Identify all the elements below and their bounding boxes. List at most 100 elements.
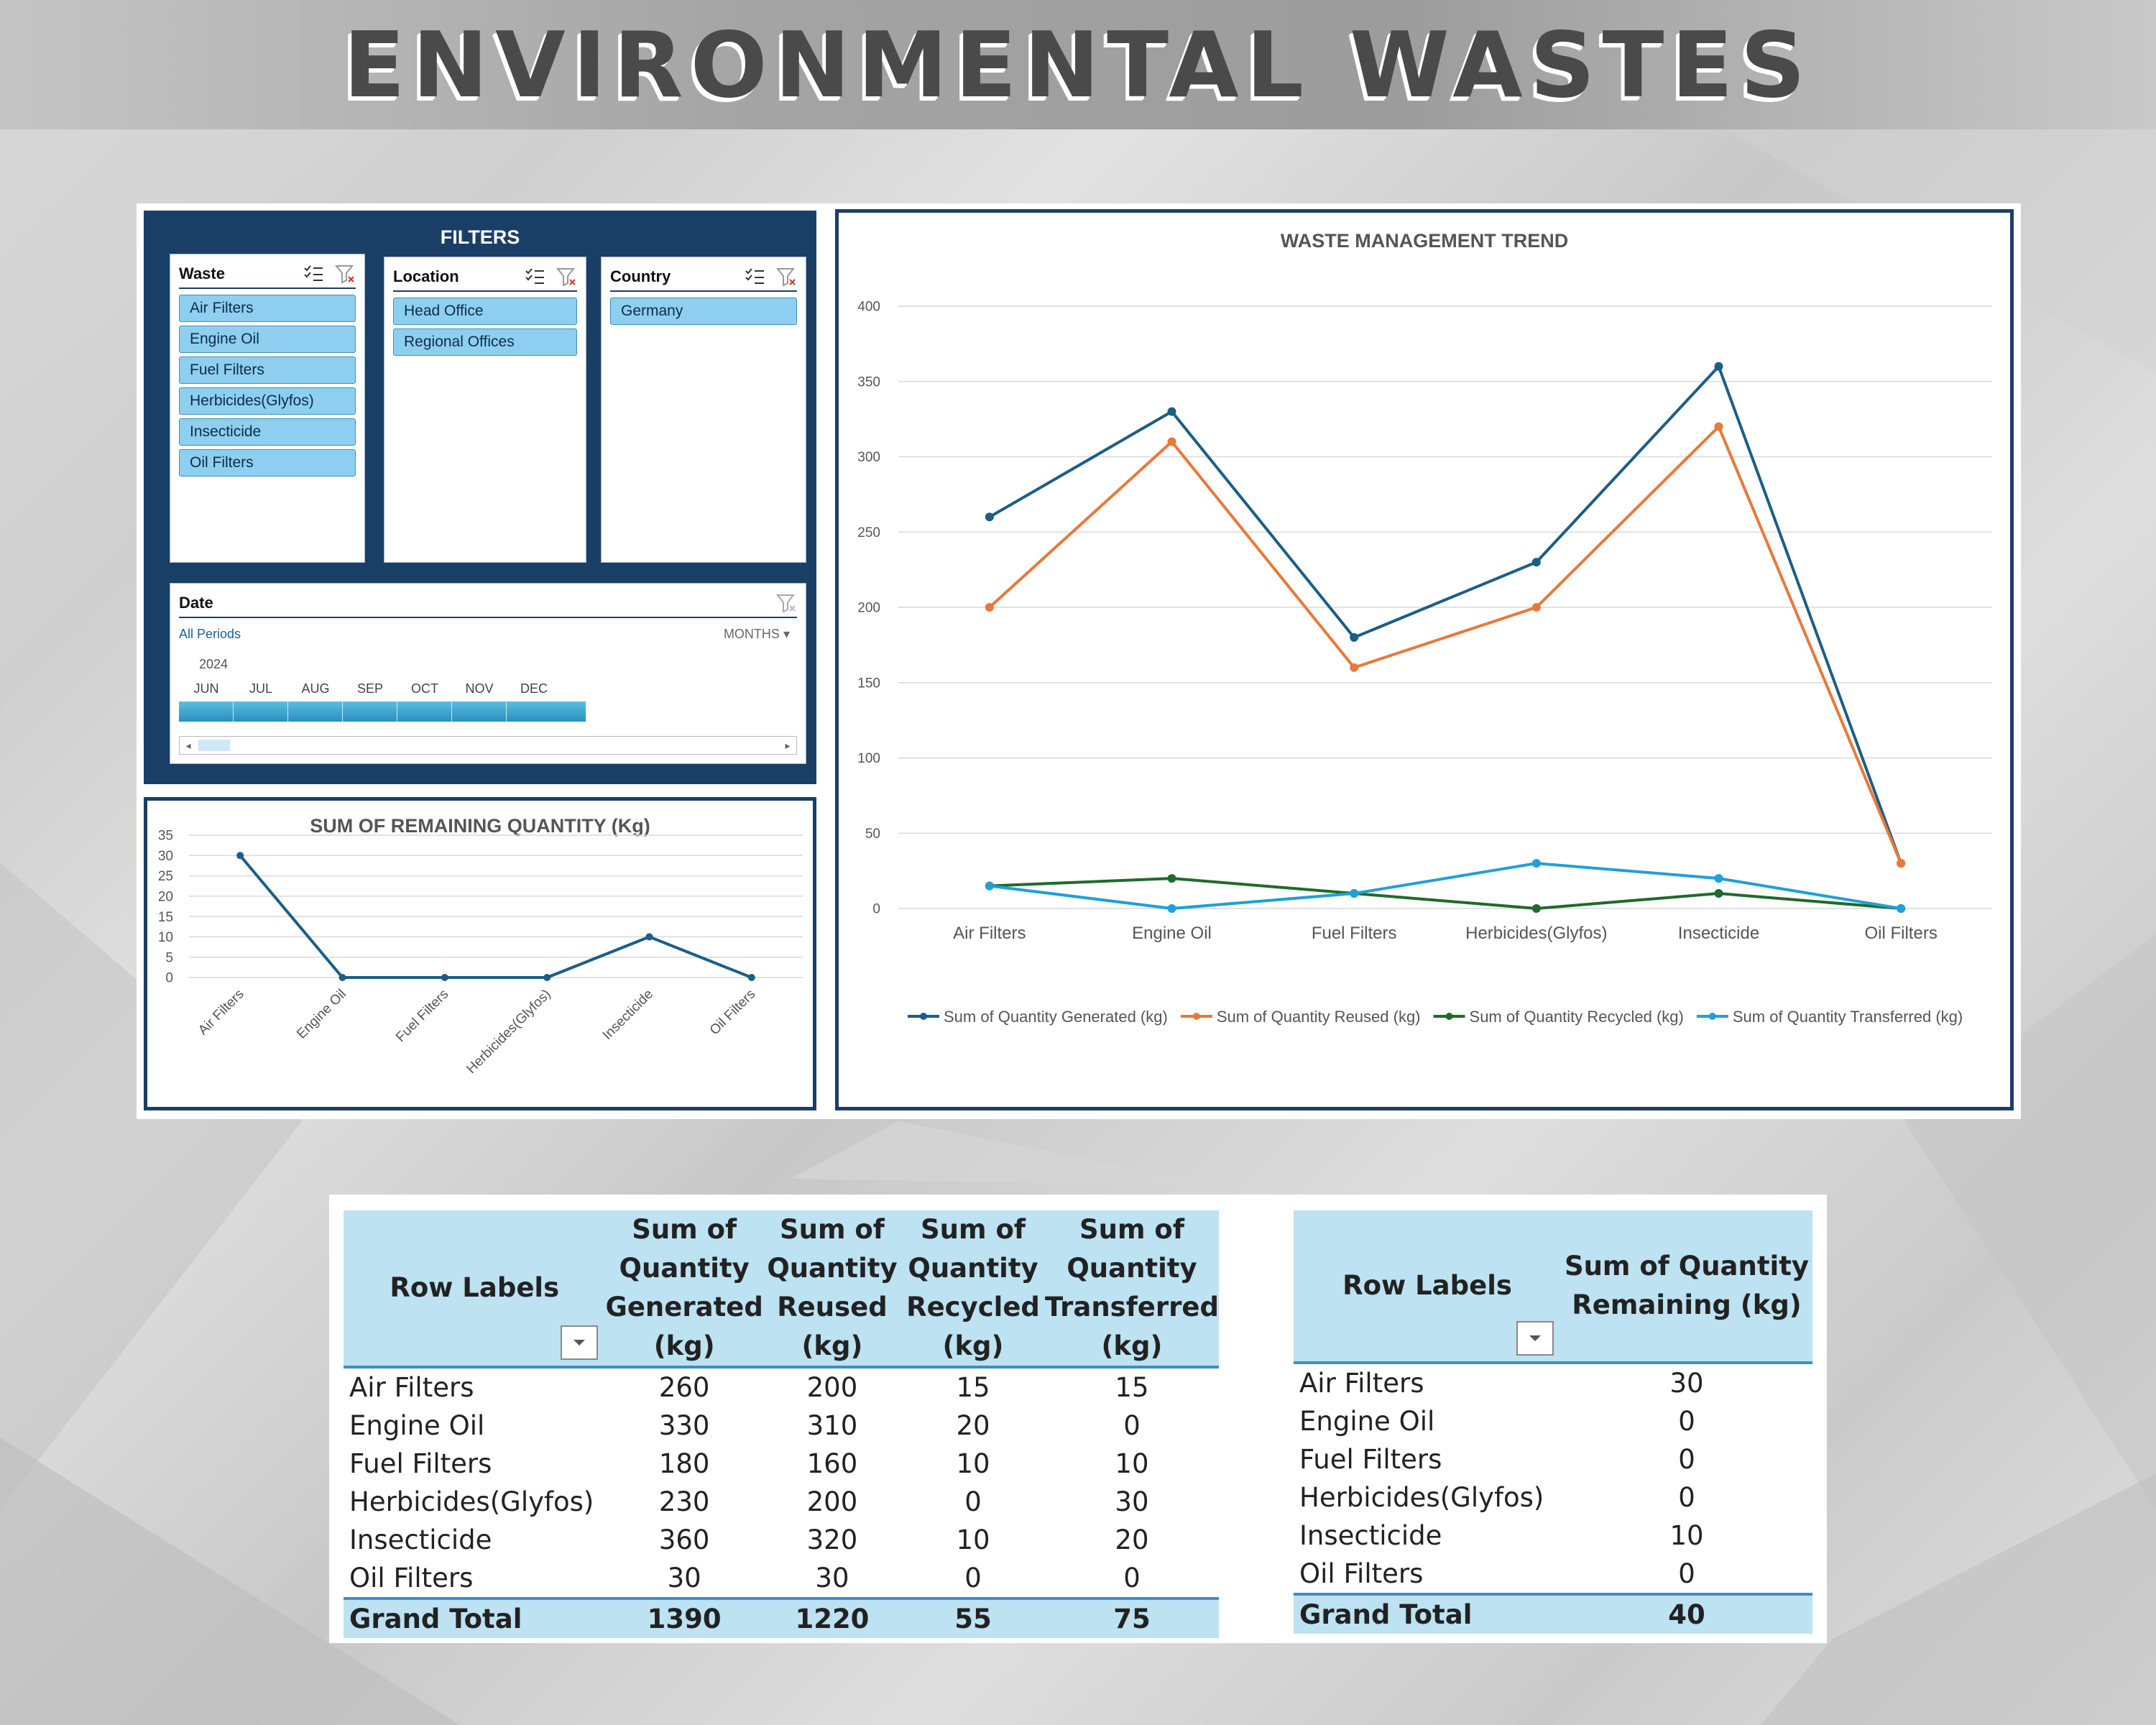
waste-item-insecticide[interactable]: Insecticide: [179, 418, 356, 446]
column-header: Sum of Quantity Remaining (kg): [1561, 1210, 1812, 1364]
y-tick-label: 25: [158, 869, 173, 884]
value-cell: 30: [1115, 1486, 1149, 1517]
table-row[interactable]: Insecticide 360 320 10 20: [344, 1521, 1219, 1559]
value-cell: 330: [658, 1410, 710, 1441]
x-tick-label: Insecticide: [1678, 924, 1759, 943]
multi-select-icon[interactable]: [524, 266, 545, 288]
waste-item-engine-oil[interactable]: Engine Oil: [179, 326, 356, 353]
row-labels-header: Row Labels: [1294, 1210, 1561, 1364]
y-tick-label: 15: [158, 910, 173, 925]
series-line: [989, 877, 1902, 911]
y-tick-label: 250: [857, 525, 880, 540]
table-row[interactable]: Oil Filters 30 30 0 0: [344, 1559, 1219, 1598]
y-tick-label: 0: [165, 971, 173, 986]
row-label: Herbicides(Glyfos): [1299, 1482, 1544, 1513]
value-cell: 230: [658, 1486, 710, 1517]
data-point: [1167, 407, 1176, 416]
waste-item-air-filters[interactable]: Air Filters: [179, 295, 356, 322]
table-row[interactable]: Insecticide 10: [1294, 1517, 1812, 1555]
data-point: [1714, 889, 1723, 898]
multi-select-icon[interactable]: [744, 266, 765, 288]
column-header-line: (kg): [653, 1330, 715, 1361]
table-row[interactable]: Air Filters 30: [1294, 1363, 1812, 1402]
table-row[interactable]: Engine Oil 330 310 20 0: [344, 1407, 1219, 1445]
location-item-regional-offices[interactable]: Regional Offices: [393, 328, 577, 356]
value-cell: 15: [956, 1372, 990, 1403]
y-tick-label: 35: [158, 829, 173, 844]
location-slicer-title: Location: [393, 267, 459, 285]
column-header-line: Transferred: [1044, 1292, 1219, 1322]
y-tick-label: 0: [872, 902, 880, 917]
waste-item-oil-filters[interactable]: Oil Filters: [179, 449, 356, 477]
y-tick-label: 200: [857, 601, 880, 616]
value-cell: 0: [1678, 1482, 1695, 1513]
filters-title: FILTERS: [440, 226, 520, 248]
timeline-level-dropdown[interactable]: MONTHS ▾: [724, 627, 790, 642]
location-item-head-office[interactable]: Head Office: [393, 298, 577, 325]
legend-label: Sum of Quantity Transferred (kg): [1733, 1008, 1963, 1026]
x-tick-label: Oil Filters: [1864, 924, 1937, 943]
value-cell: 0: [1678, 1406, 1695, 1437]
timeline-month[interactable]: JUN: [193, 681, 219, 696]
data-point: [985, 512, 994, 522]
data-point: [543, 974, 551, 981]
clear-filter-icon[interactable]: [556, 266, 577, 288]
waste-item-herbicides[interactable]: Herbicides(Glyfos): [179, 387, 356, 415]
x-tick-label: Fuel Filters: [393, 987, 451, 1045]
table-row[interactable]: Fuel Filters 0: [1294, 1440, 1812, 1478]
table-row[interactable]: Fuel Filters 180 160 10 10: [344, 1445, 1219, 1483]
scroll-thumb[interactable]: [198, 740, 230, 751]
data-point: [1531, 603, 1541, 612]
scroll-left-icon[interactable]: ◂: [185, 740, 191, 751]
clear-filter-icon[interactable]: [775, 592, 797, 614]
scroll-right-icon[interactable]: ▸: [785, 740, 791, 751]
row-labels-filter-button[interactable]: [561, 1325, 599, 1360]
clear-filter-icon[interactable]: [334, 263, 356, 285]
legend-swatch-dot: [920, 1013, 927, 1020]
country-slicer: Country Germany: [601, 257, 806, 563]
multi-select-icon[interactable]: [303, 263, 324, 285]
timeline-selection-bar[interactable]: [179, 702, 586, 722]
data-point: [747, 974, 755, 981]
country-item-germany[interactable]: Germany: [610, 298, 797, 325]
table-row[interactable]: Herbicides(Glyfos) 230 200 0 30: [344, 1483, 1219, 1521]
x-tick-label: Engine Oil: [294, 987, 349, 1042]
table-row[interactable]: Herbicides(Glyfos) 0: [1294, 1478, 1812, 1517]
timeline-month[interactable]: OCT: [411, 681, 438, 696]
timeline-month[interactable]: DEC: [520, 681, 548, 696]
legend-swatch-dot: [1708, 1013, 1716, 1020]
y-tick-label: 20: [158, 890, 173, 905]
chevron-down-icon: ▾: [783, 627, 790, 641]
value-cell: 180: [658, 1448, 710, 1479]
timeline-months: JUN JUL AUG SEP OCT NOV DEC: [179, 681, 561, 696]
x-tick-label: Fuel Filters: [1312, 924, 1397, 943]
value-cell: 160: [806, 1448, 858, 1479]
column-header-line: Sum of: [779, 1214, 885, 1245]
timeline-month[interactable]: JUL: [249, 681, 272, 696]
grand-total-label: Grand Total: [344, 1597, 606, 1638]
value-cell: 360: [658, 1524, 710, 1555]
value-cell: 10: [1669, 1520, 1704, 1551]
filters-panel: FILTERS Waste Air Filters Engine Oil Fue…: [144, 211, 816, 784]
grand-total-row: Grand Total 1390 1220 55 75: [344, 1597, 1219, 1638]
timeline-month[interactable]: SEP: [356, 681, 384, 696]
waste-item-fuel-filters[interactable]: Fuel Filters: [179, 356, 356, 384]
column-header: Sum of Quantity Reused (kg): [763, 1210, 902, 1368]
row-labels-header: Row Labels: [344, 1210, 606, 1368]
waste-slicer: Waste Air Filters Engine Oil Fuel Filter…: [170, 254, 365, 563]
timeline-month[interactable]: AUG: [301, 681, 330, 696]
table-row[interactable]: Oil Filters 0: [1294, 1555, 1812, 1594]
timeline-year: 2024: [199, 657, 229, 671]
pivot-tables-panel: Row Labels Sum of Quantity Generated (kg) Sum…: [329, 1195, 1827, 1643]
row-labels-filter-button[interactable]: [1516, 1321, 1554, 1356]
value-cell: 20: [1115, 1524, 1149, 1555]
column-header-line: Reused: [777, 1292, 888, 1322]
table-row[interactable]: Air Filters 260 200 15 15: [344, 1367, 1219, 1407]
clear-filter-icon[interactable]: [775, 266, 797, 288]
timeline-scrollbar[interactable]: ◂ ▸: [179, 736, 797, 755]
row-labels-header-text: Row Labels: [390, 1272, 560, 1303]
timeline-month[interactable]: NOV: [465, 681, 494, 696]
table-row[interactable]: Engine Oil 0: [1294, 1402, 1812, 1440]
value-cell: 310: [806, 1410, 858, 1441]
column-header-line: Quantity: [908, 1253, 1038, 1284]
